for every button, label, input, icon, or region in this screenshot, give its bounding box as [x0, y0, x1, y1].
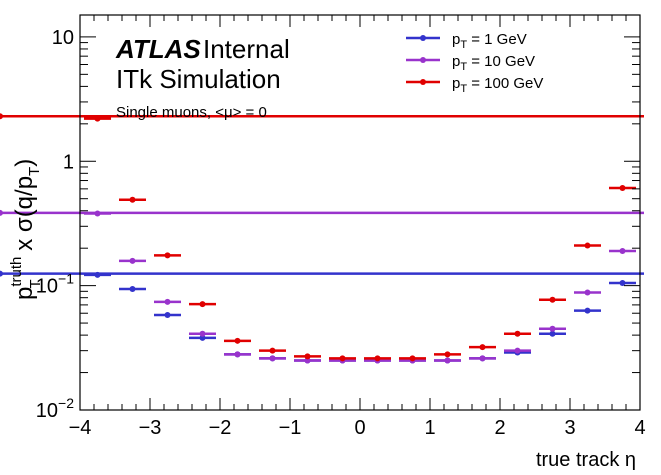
x-tick-label: −4 [69, 417, 92, 439]
legend-label: pT = 1 GeV [452, 31, 527, 51]
data-point [269, 347, 276, 354]
x-tick-label: 0 [354, 417, 365, 439]
legend-label: pT = 100 GeV [452, 75, 543, 95]
data-point [619, 184, 626, 191]
data-point [514, 347, 521, 354]
x-tick-label: −3 [139, 417, 162, 439]
legend-label: pT = 10 GeV [452, 53, 535, 73]
data-point [584, 242, 591, 249]
data-point [444, 357, 451, 364]
axes: −4 −3 −2 −1 0 1 2 3 4 10 1 10−1 10−2 [36, 15, 646, 439]
data-point [584, 307, 591, 314]
x-tick-label: 2 [494, 417, 505, 439]
y-axis-label-sub2: T [26, 167, 43, 176]
series-10-gev [0, 209, 644, 364]
data-point [479, 344, 486, 351]
data-point [234, 337, 241, 344]
data-point [619, 279, 626, 286]
x-tick-label: 1 [424, 417, 435, 439]
data-point [199, 301, 206, 308]
data-point [234, 351, 241, 358]
data-point [129, 257, 136, 264]
legend-swatch-point [420, 79, 426, 85]
x-tick-label: 3 [564, 417, 575, 439]
y-axis-label-sub: T [27, 279, 44, 288]
atlas-sample: Single muons, <μ> = 0 [116, 104, 267, 121]
x-tick-label: 4 [634, 417, 645, 439]
data-point [0, 270, 3, 277]
data-point [549, 325, 556, 332]
data-point [409, 355, 416, 362]
data-point [199, 330, 206, 337]
data-point [0, 209, 3, 216]
data-point [164, 312, 171, 319]
data-marks [0, 113, 644, 364]
data-point [619, 247, 626, 254]
y-tick-label: 10 [52, 27, 74, 49]
data-point [129, 196, 136, 203]
atlas-status: Internal [203, 34, 290, 64]
y-tick-label: 10−1 [36, 271, 74, 298]
series-1-gev [0, 270, 644, 364]
y-axis-label-sup: truth [8, 257, 25, 287]
atlas-brand: ATLAS [115, 34, 201, 64]
data-point [549, 330, 556, 337]
y-axis-label-end: ) [11, 159, 38, 167]
y-axis-label: ptruth T x σ(q/pT) [8, 159, 44, 300]
data-point [304, 353, 311, 360]
data-point [374, 355, 381, 362]
data-point [584, 289, 591, 296]
data-point [0, 113, 3, 120]
data-point [479, 355, 486, 362]
data-point [444, 351, 451, 358]
data-point [304, 357, 311, 364]
data-point [164, 298, 171, 305]
y-axis-label-mid: x σ(q/p [11, 176, 38, 258]
y-tick-label: 10−2 [36, 395, 74, 422]
data-point [269, 355, 276, 362]
data-point [164, 252, 171, 259]
atlas-label: ATLAS Internal ITk Simulation Single muo… [115, 34, 290, 121]
atlas-simulation: ITk Simulation [116, 64, 281, 94]
legend-swatch-point [420, 35, 426, 41]
x-tick-label: −1 [279, 417, 302, 439]
series-100-gev [0, 113, 644, 362]
y-axis-label-p: p [11, 287, 38, 300]
data-point [549, 296, 556, 303]
data-point [514, 330, 521, 337]
x-tick-label: −2 [209, 417, 232, 439]
x-axis-label: true track η [536, 449, 636, 471]
data-point [199, 334, 206, 341]
data-point [129, 285, 136, 292]
data-point [339, 355, 346, 362]
y-tick-label: 1 [63, 151, 74, 173]
legend-swatch-point [420, 57, 426, 63]
